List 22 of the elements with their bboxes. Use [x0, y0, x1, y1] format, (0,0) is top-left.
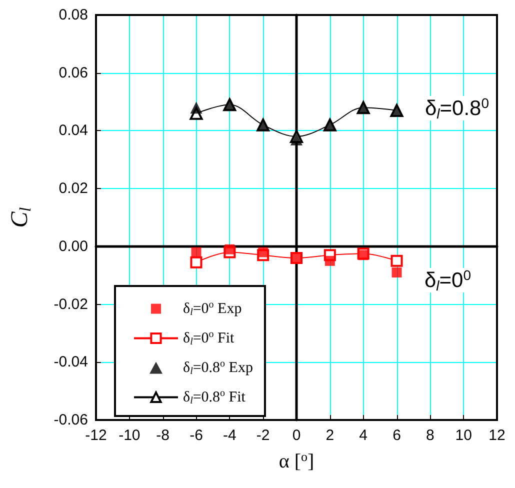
x-tick-label: 6	[392, 427, 401, 444]
x-tick-label: -8	[156, 427, 170, 444]
y-tick-label: 0.00	[58, 238, 88, 255]
y-tick-label: -0.06	[54, 412, 88, 428]
y-tick-label: 0.08	[58, 6, 88, 24]
x-tick-label: -12	[85, 427, 107, 444]
y-tick-label: 0.06	[58, 64, 88, 82]
y-tick-label: -0.04	[54, 354, 88, 371]
y-axis-title: Cl	[7, 206, 34, 228]
x-tick-label: -4	[222, 427, 236, 444]
x-tick-label: 2	[326, 427, 334, 444]
y-tick-label: -0.02	[54, 296, 88, 313]
x-tick-label: -6	[190, 427, 203, 444]
x-tick-label: 4	[359, 427, 368, 444]
y-tick-label: 0.02	[58, 180, 88, 198]
x-tick-label: 8	[426, 427, 434, 444]
x-tick-label: 0	[292, 427, 301, 444]
x-tick-label: 10	[455, 427, 472, 444]
x-tick-label: -2	[256, 427, 270, 444]
x-tick-label: 12	[488, 427, 506, 444]
y-tick-label: 0.04	[58, 122, 88, 140]
x-tick-label: -10	[118, 427, 140, 444]
